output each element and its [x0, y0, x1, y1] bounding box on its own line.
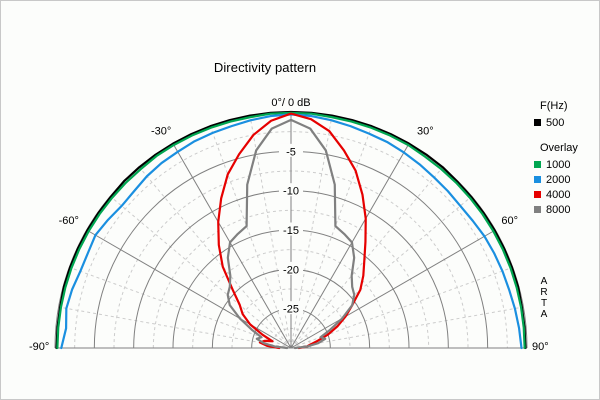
angle-tick-label-zero: 0°/ 0 dB [271, 97, 310, 109]
legend-item-label: 500 [546, 116, 565, 129]
legend-item-8000[interactable]: 8000 [534, 202, 596, 217]
arta-watermark-letter: R [540, 287, 548, 298]
radial-tick-label: -10 [283, 186, 299, 198]
radial-tick-label: -25 [283, 304, 299, 316]
angle-tick-label: -60° [59, 215, 79, 227]
legend-item-2000[interactable]: 2000 [534, 172, 596, 187]
radial-tick-label: -20 [283, 264, 299, 276]
legend-overlay-group: 1000 2000 4000 8000 [534, 157, 596, 217]
arta-watermark-letter: T [540, 298, 548, 309]
polar-series-layer [55, 110, 527, 350]
legend-heading-overlay: Overlay [540, 142, 578, 154]
angle-tick-label: 60° [501, 215, 518, 227]
legend-item-label: 4000 [546, 188, 571, 201]
legend-primary-group: 500 [534, 115, 596, 130]
polar-axis-labels: -5 -10 -15 -20 -25 -90° -60° -30° 30° 60° 90° 0°/ 0… [29, 95, 549, 353]
legend-item-500[interactable]: 500 [534, 115, 596, 130]
legend-item-label: 2000 [546, 173, 571, 186]
polar-grid [54, 111, 528, 349]
series-curve-8000 [226, 118, 356, 350]
arta-watermark-letter: A [540, 309, 548, 320]
arta-watermark-letter: A [540, 276, 548, 287]
series-curve-4000 [217, 112, 367, 350]
angle-tick-label: 90° [532, 341, 549, 353]
legend-color-swatch-icon [534, 191, 541, 198]
radial-tick-label: -15 [283, 225, 299, 237]
legend-color-swatch-icon [534, 161, 541, 168]
legend-item-1000[interactable]: 1000 [534, 157, 596, 172]
page-title: Directivity pattern [213, 60, 317, 75]
legend-item-label: 8000 [546, 203, 571, 216]
radial-tick-label: -5 [286, 146, 296, 158]
legend-color-swatch-icon [534, 119, 541, 126]
legend-color-swatch-icon [534, 176, 541, 183]
legend-item-label: 1000 [546, 158, 571, 171]
legend-heading-frequency: F(Hz) [540, 100, 568, 112]
legend-color-swatch-icon [534, 206, 541, 213]
angle-tick-label: 30° [417, 126, 434, 138]
angle-tick-label: -30° [151, 126, 171, 138]
legend-item-4000[interactable]: 4000 [534, 187, 596, 202]
angle-tick-label: -90° [29, 341, 49, 353]
legend: F(Hz) 500 Overlay 1000 2000 4000 8000 [534, 100, 596, 217]
